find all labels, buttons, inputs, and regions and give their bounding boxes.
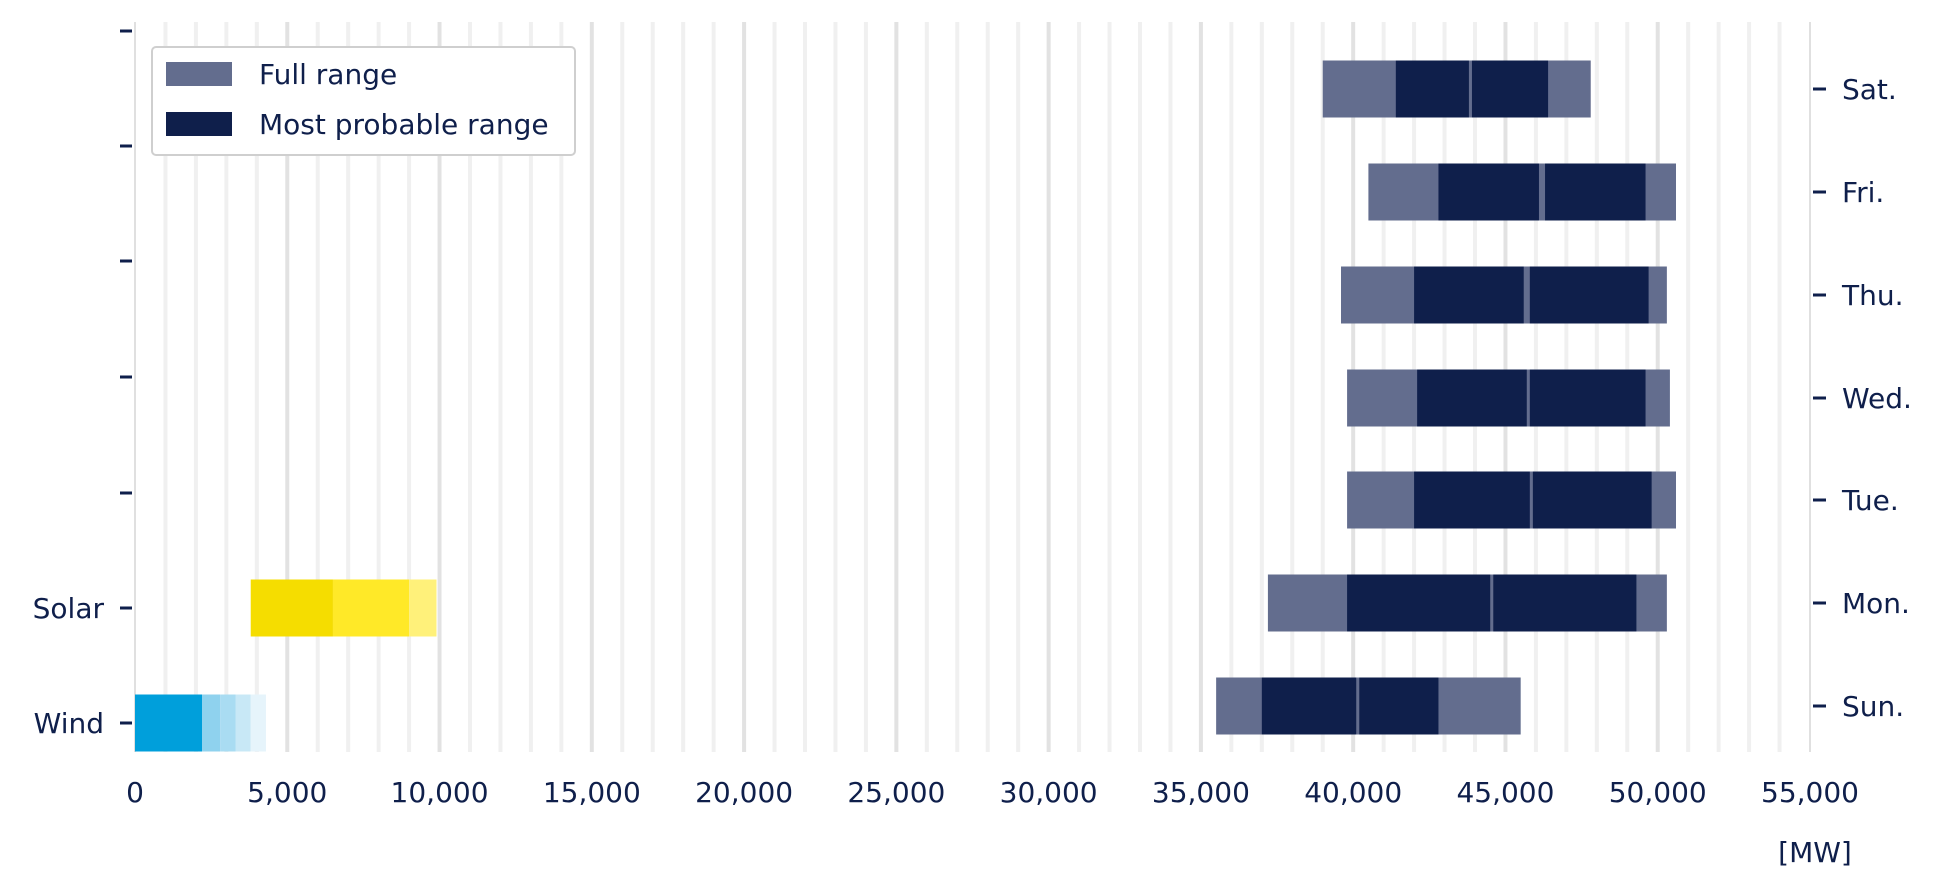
- most-probable-range-bar: [1545, 163, 1646, 221]
- wind-bar-segment: [220, 694, 236, 752]
- most-probable-range-bar: [1395, 60, 1469, 118]
- x-tick-label: 25,000: [847, 776, 945, 809]
- x-tick-label: 50,000: [1609, 776, 1707, 809]
- x-tick-label: 55,000: [1761, 776, 1859, 809]
- x-tick-label: 0: [126, 776, 144, 809]
- most-probable-range-bar: [1261, 677, 1357, 735]
- day-label: Sun.: [1842, 690, 1904, 723]
- day-label: Sat.: [1842, 73, 1897, 106]
- day-label: Mon.: [1842, 587, 1910, 620]
- left-axis: [120, 22, 136, 752]
- x-tick-label: 45,000: [1456, 776, 1554, 809]
- day-label: Thu.: [1841, 279, 1904, 312]
- legend-label-most-probable-range: Most probable range: [259, 108, 549, 141]
- most-probable-range-bar: [1347, 574, 1491, 632]
- most-probable-range-bar: [1417, 369, 1527, 427]
- most-probable-range-bar: [1438, 163, 1539, 221]
- legend-swatch-full-range: [166, 62, 232, 86]
- legend: Full range Most probable range: [151, 46, 576, 156]
- x-tick-label: 15,000: [543, 776, 641, 809]
- day-label: Wed.: [1842, 382, 1912, 415]
- x-axis: 0 5,000 10,000 15,000 20,000 25,000 30,000 35,0…: [126, 776, 1859, 809]
- most-probable-range-bar: [1529, 266, 1649, 324]
- most-probable-range-bar: [1529, 369, 1646, 427]
- legend-box: [151, 46, 576, 156]
- renewable-label: Solar: [33, 592, 105, 625]
- x-tick-label: 35,000: [1152, 776, 1250, 809]
- right-axis: [1809, 22, 1826, 752]
- x-tick-label: 30,000: [1000, 776, 1098, 809]
- x-tick-label: 5,000: [247, 776, 327, 809]
- x-tick-label: 10,000: [391, 776, 489, 809]
- x-tick-label: 40,000: [1304, 776, 1402, 809]
- wind-bar-segment: [250, 694, 266, 752]
- legend-label-full-range: Full range: [259, 58, 397, 91]
- x-tick-label: 20,000: [695, 776, 793, 809]
- wind-bar-segment: [135, 694, 202, 752]
- legend-swatch-most-probable-range: [166, 112, 232, 136]
- most-probable-range-bar: [1532, 471, 1652, 529]
- most-probable-range-bar: [1493, 574, 1637, 632]
- wind-bar-segment: [202, 694, 221, 752]
- solar-bar-segment: [409, 579, 437, 637]
- renewable-label: Wind: [34, 707, 104, 740]
- solar-bar-segment: [332, 579, 410, 637]
- day-label: Tue.: [1841, 484, 1899, 517]
- y-labels: Sun. Mon. Tue. Wed. Thu. Fri. Sat. Wind Solar: [33, 73, 1912, 740]
- most-probable-range-bar: [1359, 677, 1439, 735]
- x-axis-label: [MW]: [1778, 836, 1852, 869]
- most-probable-range-bar: [1414, 471, 1530, 529]
- wind-bar-segment: [235, 694, 251, 752]
- bars: [135, 60, 1676, 752]
- solar-bar-segment: [250, 579, 333, 637]
- day-label: Fri.: [1842, 176, 1884, 209]
- most-probable-range-bar: [1414, 266, 1524, 324]
- most-probable-range-bar: [1471, 60, 1549, 118]
